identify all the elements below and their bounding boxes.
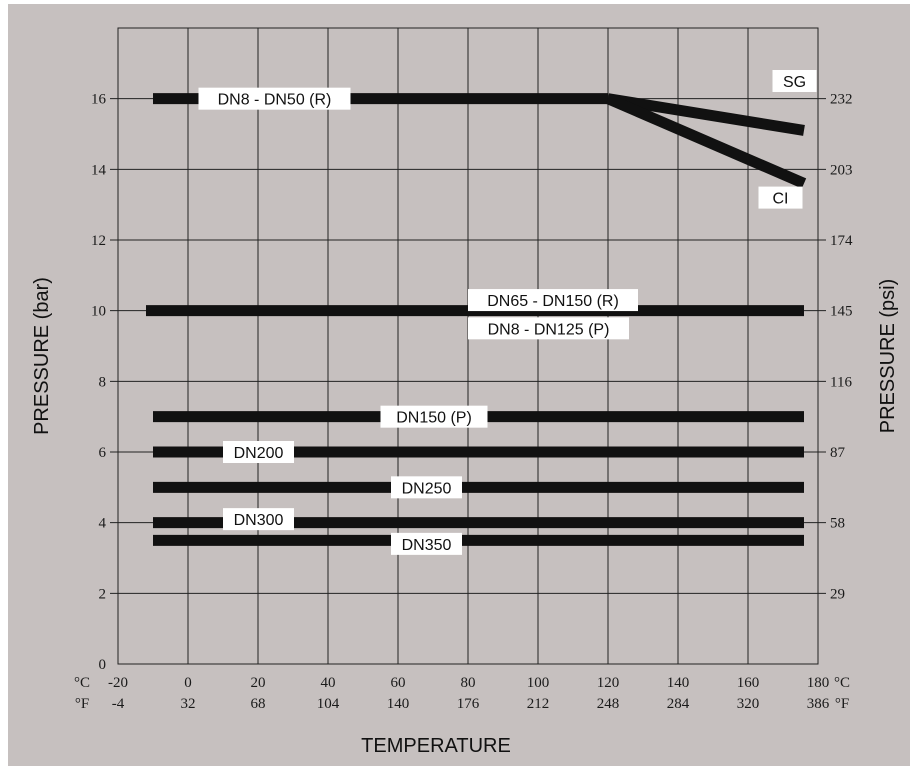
x-tick-label-fahrenheit: 68 [251, 696, 266, 712]
series-label-sg: SG [783, 74, 806, 91]
label-box-dn65-dn150-r [468, 289, 638, 312]
series-label-dn250: DN250 [402, 480, 452, 497]
x-tick-label-celsius: 160 [737, 675, 760, 691]
label-box-dn8-dn50-r [198, 87, 351, 110]
y-tick-label-psi: 29 [830, 586, 845, 602]
y-tick-label-bar: 16 [91, 92, 107, 108]
series-label-dn350: DN350 [402, 537, 452, 554]
series-label-dn65-dn150-r: DN65 - DN150 (R) [487, 293, 619, 310]
x-tick-label-celsius: 80 [461, 675, 476, 691]
y-tick-label-psi: 232 [830, 92, 853, 108]
x-tick-label-fahrenheit: 284 [667, 696, 690, 712]
chart-background: -20 -4 0 32 20 68 40 104 60 140 80 176 100 212 120 248 1… [8, 4, 910, 766]
y-tick-label-bar: 10 [91, 304, 106, 320]
y-tick-label-psi: 58 [830, 516, 845, 532]
x-tick-label-fahrenheit: 32 [181, 696, 196, 712]
label-box-dn250 [391, 476, 462, 499]
y-tick-label-psi: 145 [830, 304, 853, 320]
label-box-dn300 [223, 508, 294, 531]
y-tick-label-psi: 174 [830, 233, 853, 249]
series-label-dn8-dn125-p: DN8 - DN125 (P) [488, 321, 610, 338]
series-line-ci [605, 93, 807, 189]
label-box-dn8-dn125-p [468, 317, 629, 340]
x-axis-label: TEMPERATURE [361, 735, 511, 757]
label-box-dn200 [223, 441, 294, 463]
y-tick-label-bar: 6 [99, 445, 107, 461]
x-tick-label-fahrenheit: 248 [597, 696, 620, 712]
series-label-dn150-p: DN150 (P) [396, 410, 472, 427]
x-tick-label-celsius: 180 [807, 675, 830, 691]
y-tick-label-psi: 203 [830, 162, 853, 178]
x-tick-label-celsius: -20 [108, 675, 128, 691]
y-tick-label-bar: 14 [91, 162, 107, 178]
series-label-dn300: DN300 [234, 512, 284, 529]
y-tick-label-bar: 0 [99, 657, 107, 673]
label-box-dn150-p [380, 405, 488, 428]
y-tick-label-psi: 116 [830, 374, 852, 390]
y-tick-label-bar: 4 [99, 516, 107, 532]
y-tick-label-psi: 87 [830, 445, 846, 461]
x-unit-celsius: °C [834, 675, 850, 691]
series-label-dn8-dn50-r: DN8 - DN50 (R) [218, 92, 332, 109]
y-tick-label-bar: 12 [91, 233, 106, 249]
y-tick-label-bar: 8 [99, 374, 107, 390]
x-unit-fahrenheit: °F [835, 696, 849, 712]
x-tick-label-fahrenheit: -4 [112, 696, 125, 712]
x-unit-celsius: °C [74, 675, 90, 691]
pressure-temperature-chart: -20-403220684010460140801761002121202481… [31, 27, 899, 757]
x-tick-label-fahrenheit: 176 [457, 696, 480, 712]
label-box-ci [758, 186, 803, 209]
y-axis-label-right: PRESSURE (psi) [877, 279, 899, 433]
x-tick-label-celsius: 0 [184, 675, 192, 691]
x-tick-label-fahrenheit: 386 [807, 696, 830, 712]
x-tick-label-celsius: 140 [667, 675, 690, 691]
x-tick-label-celsius: 40 [321, 675, 336, 691]
series-label-dn200: DN200 [234, 445, 284, 462]
x-tick-label-fahrenheit: 104 [317, 696, 340, 712]
x-tick-label-celsius: 60 [391, 675, 406, 691]
series-label-ci: CI [773, 191, 789, 208]
label-box-sg [772, 70, 817, 92]
y-axis-label-left: PRESSURE (bar) [31, 277, 53, 435]
x-tick-label-celsius: 100 [527, 675, 550, 691]
y-tick-label-bar: 2 [99, 586, 107, 602]
x-unit-fahrenheit: °F [75, 696, 89, 712]
x-tick-label-celsius: 120 [597, 675, 620, 691]
x-tick-label-fahrenheit: 140 [387, 696, 410, 712]
x-tick-label-celsius: 20 [251, 675, 266, 691]
series-line-sg [607, 93, 805, 136]
x-tick-label-fahrenheit: 212 [527, 696, 550, 712]
x-tick-label-fahrenheit: 320 [737, 696, 760, 712]
label-box-dn350 [391, 532, 462, 555]
